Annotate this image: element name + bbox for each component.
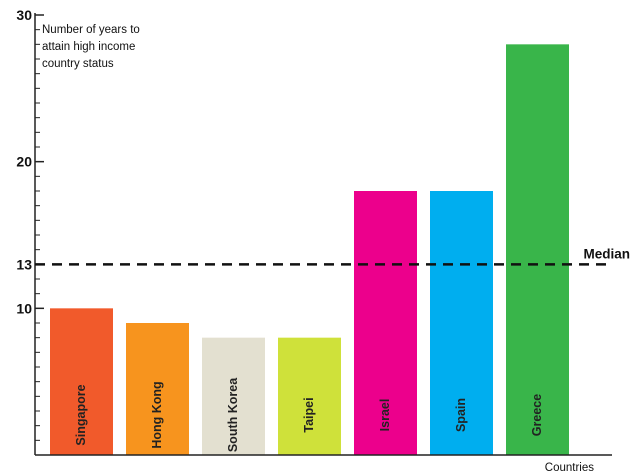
bar-hong-kong <box>126 323 189 455</box>
bars-group: Singapore Hong Kong South Korea Taipei Israe… <box>50 44 569 455</box>
y-axis-ticks <box>35 14 44 441</box>
y-axis-label-line-3: country status <box>42 58 114 70</box>
bar-singapore <box>50 308 113 455</box>
bar-greece <box>506 44 569 455</box>
bar-label-singapore: Singapore <box>74 384 88 445</box>
y-axis-label-line-1: Number of years to <box>42 24 140 36</box>
bar-label-spain: Spain <box>454 398 468 432</box>
y-axis-label-line-2: attain high income <box>42 41 135 53</box>
y-tick-label-20: 20 <box>16 154 32 170</box>
y-tick-label-10: 10 <box>16 300 32 316</box>
bar-label-south-korea: South Korea <box>226 377 240 452</box>
y-axis-tick-labels: 10 13 20 30 <box>16 7 32 316</box>
bar-label-taipei: Taipei <box>302 397 316 432</box>
bar-israel <box>354 191 417 455</box>
bar-south-korea <box>202 337 265 455</box>
bar-label-hong-kong: Hong Kong <box>150 381 164 448</box>
y-tick-label-30: 30 <box>16 7 32 23</box>
x-axis-label: Countries <box>545 462 594 474</box>
median-label: Median <box>583 246 630 261</box>
bar-spain <box>430 191 493 455</box>
bar-label-greece: Greece <box>530 394 544 436</box>
bar-label-israel: Israel <box>378 399 392 432</box>
bar-taipei <box>278 337 341 455</box>
y-tick-label-13: 13 <box>16 256 32 272</box>
